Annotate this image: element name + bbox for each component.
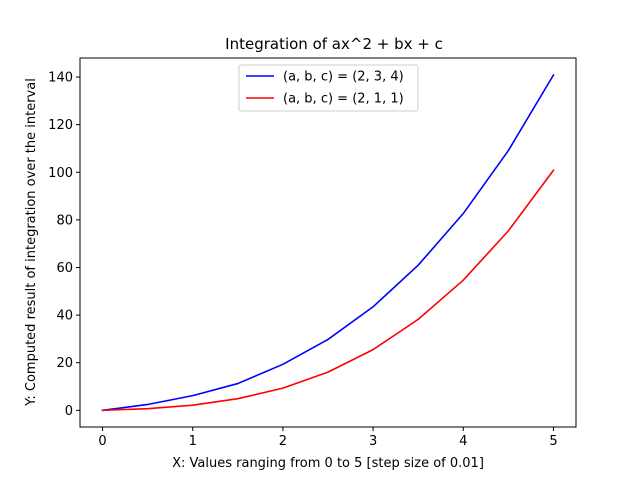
legend: (a, b, c) = (2, 3, 4) (a, b, c) = (2, 1, … <box>238 64 419 112</box>
x-tick-label: 1 <box>189 434 197 449</box>
y-tick-label: 40 <box>56 309 73 324</box>
x-tick-label: 0 <box>98 434 106 449</box>
y-axis-label: Y: Computed result of integration over t… <box>24 78 39 407</box>
y-tick-label: 80 <box>56 213 73 228</box>
legend-box <box>238 64 419 112</box>
x-tick-label: 5 <box>549 434 557 449</box>
legend-label-1: (a, b, c) = (2, 3, 4) <box>283 70 404 85</box>
y-tick-label: 140 <box>48 71 73 86</box>
y-tick-label: 100 <box>48 166 73 181</box>
x-tick-label: 2 <box>279 434 287 449</box>
x-tick-label: 4 <box>459 434 467 449</box>
series-line-2 <box>101 169 555 412</box>
y-tick-label: 0 <box>65 404 73 419</box>
series-line-1 <box>101 73 555 412</box>
x-tick-label: 3 <box>369 434 377 449</box>
y-tick-label: 20 <box>56 356 73 371</box>
chart-title: Integration of ax^2 + bx + c <box>225 35 443 53</box>
y-tick-label: 60 <box>56 261 73 276</box>
axes-frame <box>79 57 577 428</box>
y-tick-label: 120 <box>48 118 73 133</box>
plot-area: 0 1 2 3 4 5 0 20 40 60 80 100 120 140 <box>48 57 577 449</box>
x-axis-label: X: Values ranging from 0 to 5 [step size… <box>172 456 484 471</box>
legend-label-2: (a, b, c) = (2, 1, 1) <box>283 92 404 107</box>
